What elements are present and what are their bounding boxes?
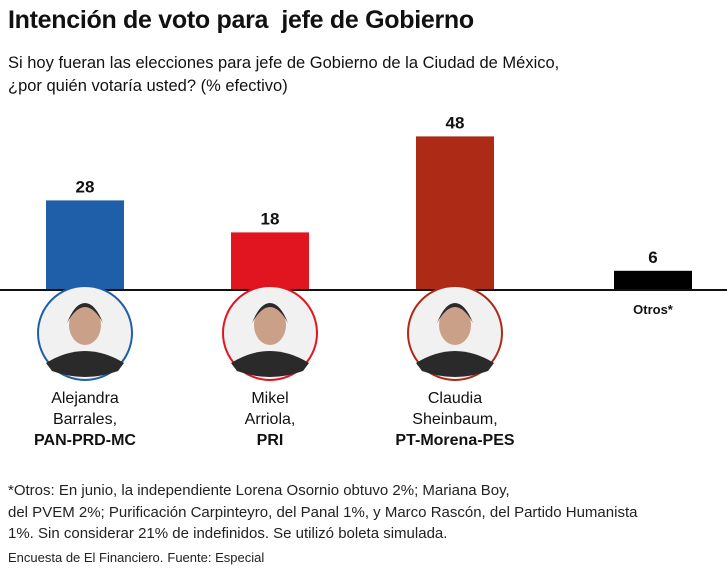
bar-4 [614,270,692,290]
candidate-first-name: Mikel [251,390,289,407]
candidate-hair-1 [67,303,103,323]
candidate-last-name: Arriola, [244,411,296,428]
bar-2 [231,232,309,290]
candidate-last-name: Barrales, [52,411,118,428]
chart-subtitle: Si hoy fueran las elecciones para jefe d… [8,52,708,98]
data-label-1: 28 [76,177,95,196]
subtitle-line-2: ¿por quién votaría usted? (% efectivo) [8,77,288,95]
bar-chart: 28 18 48 6 [0,113,727,381]
candidate-first-name: Claudia [427,390,483,407]
source-credit: Encuesta de El Financiero. Fuente: Especi… [8,550,264,565]
candidate-party: PAN-PRD-MC [34,432,136,449]
data-label-2: 18 [261,209,280,228]
candidate-first-name: Alejandra [51,390,119,407]
footnote: *Otros: En junio, la independiente Loren… [8,480,724,545]
footnote-line-3: 1%. Sin considerar 21% de indefinidos. S… [8,525,448,542]
candidate-label-barrales: Alejandra Barrales, PAN-PRD-MC [10,388,160,451]
candidate-shoulders-3 [416,351,494,377]
otros-label: Otros* [633,302,673,317]
candidate-hair-3 [437,303,473,323]
candidate-label-arriola: Mikel Arriola, PRI [195,388,345,451]
candidate-face-2 [254,305,286,345]
footnote-line-2: del PVEM 2%; Purificación Carpinteyro, d… [8,503,638,521]
candidate-face-3 [439,305,471,345]
subtitle-line-1: Si hoy fueran las elecciones para jefe d… [8,54,560,72]
source-origin: Fuente: Especial [167,550,265,565]
candidate-hair-2 [252,303,288,323]
data-label-4: 6 [648,248,657,267]
candidate-shoulders-2 [231,351,309,377]
candidate-party: PT-Morena-PES [395,432,515,449]
candidate-last-name: Sheinbaum, [412,411,498,428]
bar-3 [416,136,494,290]
chart-title: Intención de voto para jefe de Gobierno [8,6,474,34]
candidate-party: PRI [256,432,284,449]
bar-1 [46,200,124,290]
source-survey: Encuesta de El Financiero. [8,550,164,565]
candidate-face-1 [69,305,101,345]
candidate-shoulders-1 [46,351,124,377]
footnote-line-1: *Otros: En junio, la independiente Loren… [8,482,510,499]
candidate-label-sheinbaum: Claudia Sheinbaum, PT-Morena-PES [380,388,530,451]
data-label-3: 48 [446,113,465,132]
